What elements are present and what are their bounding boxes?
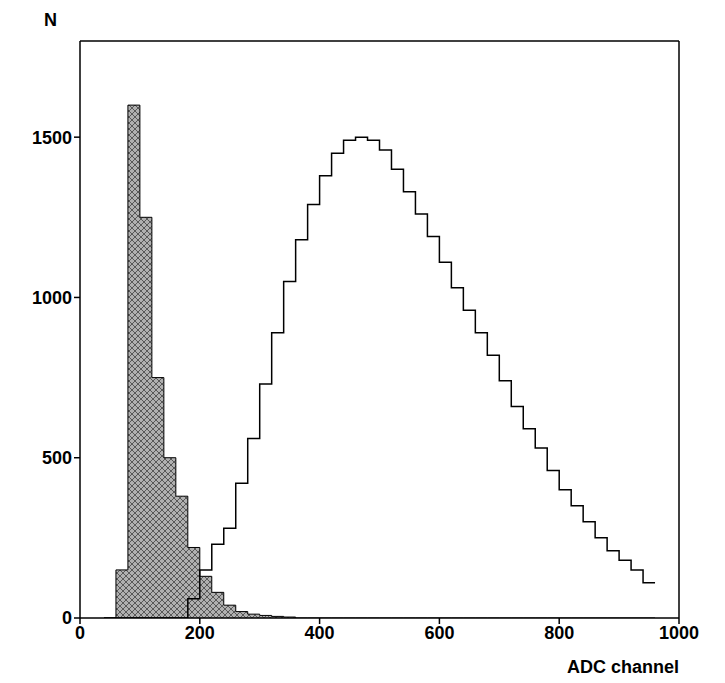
svg-text:600: 600 xyxy=(424,623,454,643)
svg-text:0: 0 xyxy=(62,608,72,628)
svg-text:1000: 1000 xyxy=(659,623,699,643)
svg-text:ADC channel: ADC channel xyxy=(567,657,679,677)
svg-text:800: 800 xyxy=(544,623,574,643)
svg-text:0: 0 xyxy=(75,623,85,643)
svg-text:N: N xyxy=(44,10,57,30)
svg-text:1000: 1000 xyxy=(32,288,72,308)
svg-text:500: 500 xyxy=(42,448,72,468)
svg-text:200: 200 xyxy=(185,623,215,643)
svg-text:1500: 1500 xyxy=(32,128,72,148)
svg-text:400: 400 xyxy=(305,623,335,643)
